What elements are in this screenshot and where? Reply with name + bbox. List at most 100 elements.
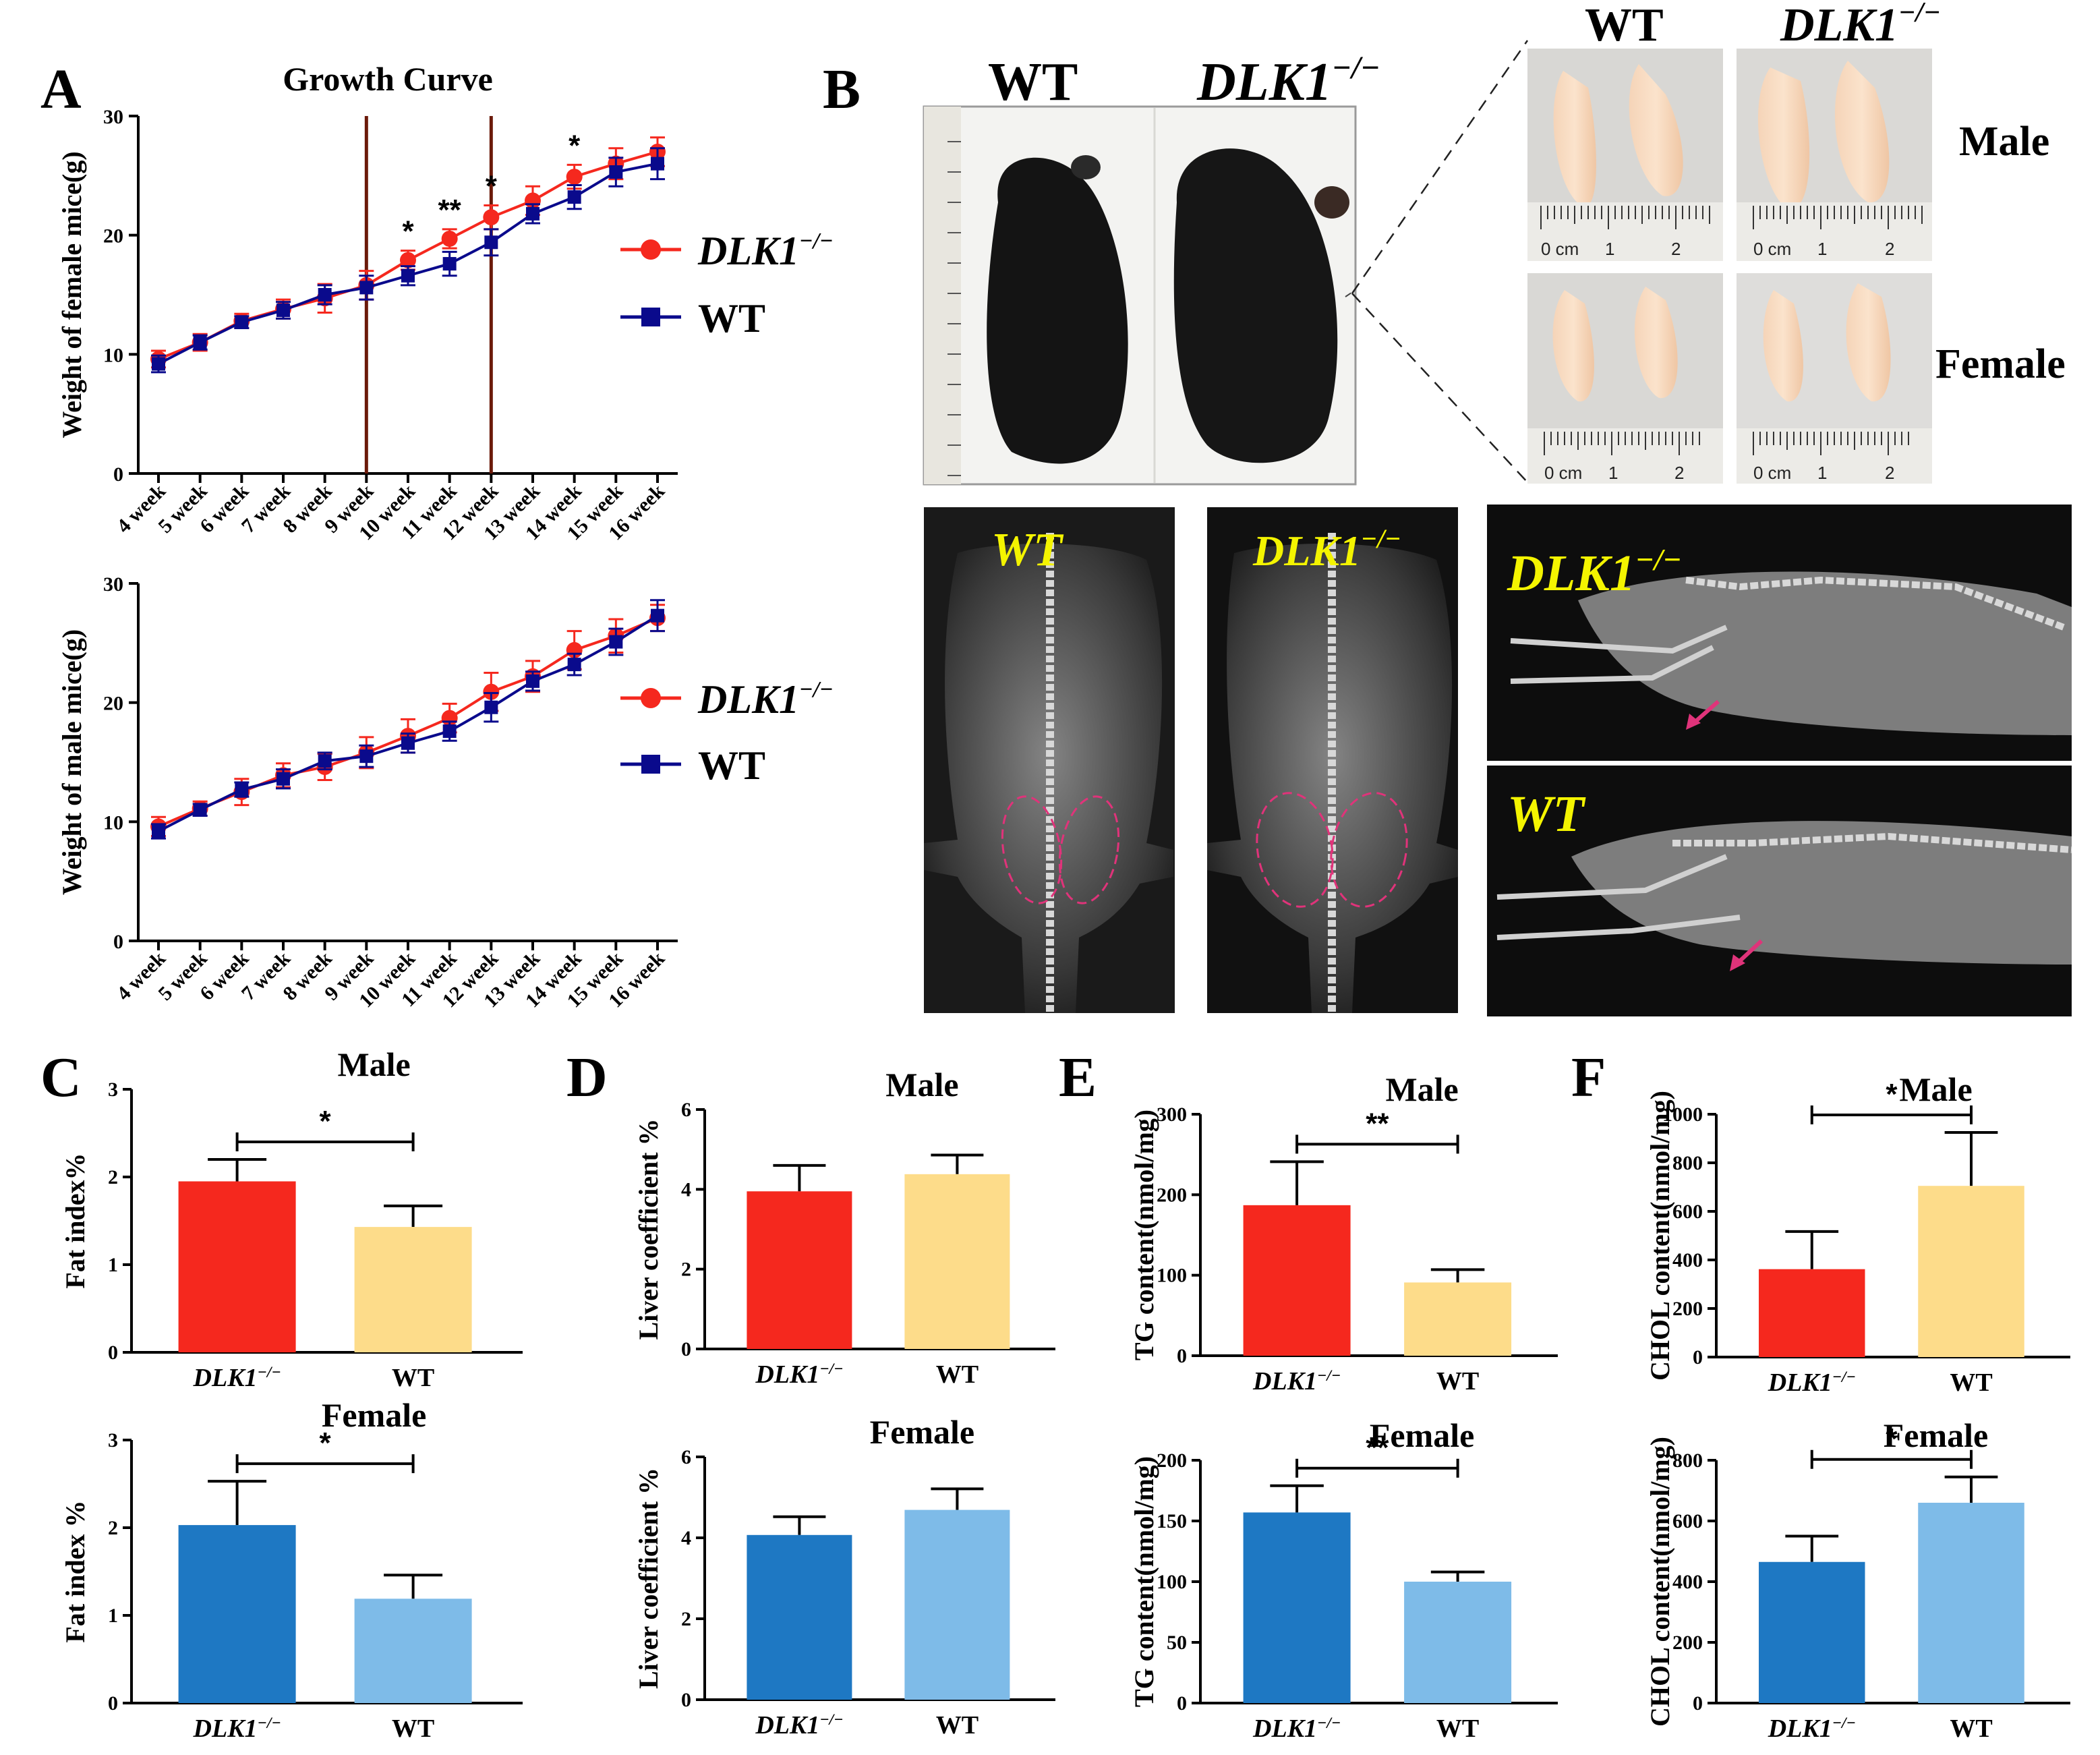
data-point (526, 206, 539, 221)
category-label: WT (392, 1364, 434, 1392)
y-tick-label: 20 (103, 225, 123, 248)
mouse-photo-panel: WT DLK1−/− (923, 40, 1529, 486)
fat-row-male: Male (1959, 119, 2049, 165)
svg-text:2: 2 (1671, 239, 1681, 259)
data-point (442, 257, 457, 271)
y-tick-label: 100 (1157, 1265, 1187, 1287)
bar (1243, 1205, 1351, 1356)
y-tick-label: 1 (108, 1254, 118, 1276)
data-point (193, 803, 207, 817)
panel-letter-e: E (1059, 1046, 1097, 1109)
data-point (442, 724, 457, 739)
y-tick-label: 0 (1177, 1692, 1187, 1715)
svg-text:DLK1−/−: DLK1−/− (1252, 523, 1401, 575)
callout-line-join (1345, 289, 1356, 297)
y-tick-label: 2 (108, 1517, 118, 1539)
data-point (401, 736, 415, 750)
bar (747, 1191, 852, 1349)
legend-male: DLK1−/− WT (620, 677, 834, 788)
panel-letter-c: C (40, 1046, 82, 1109)
data-point (152, 357, 165, 371)
data-point (566, 169, 583, 185)
bar-chart-d-female: Female 0 2 4 6 Liver coefficient % DLK1−/− WT (633, 1413, 1055, 1739)
bar (1243, 1512, 1351, 1703)
category-label: DLK1−/− (1768, 1715, 1856, 1743)
panel-letter-b: B (823, 58, 861, 121)
chart-title: Male (337, 1045, 410, 1083)
data-point (276, 772, 290, 786)
data-point (359, 749, 374, 764)
y-tick-label: 400 (1672, 1571, 1703, 1593)
svg-text:WT: WT (1507, 786, 1586, 842)
svg-text:1: 1 (1605, 239, 1614, 259)
bar-chart-c-female: Female 0 1 2 3 Fat index % DLK1−/− WT * (60, 1396, 523, 1743)
panel-letter-f: F (1571, 1046, 1606, 1109)
data-point (526, 674, 539, 688)
callout-line-bottom (1351, 293, 1528, 483)
panel-letter-a: A (40, 58, 82, 121)
y-tick-label: 0 (681, 1689, 691, 1711)
y-tick-label: 600 (1672, 1510, 1703, 1532)
category-label: WT (1950, 1369, 1992, 1397)
category-label: DLK1−/− (755, 1711, 843, 1739)
y-tick-label: 0 (681, 1338, 691, 1360)
y-tick-label: 0 (113, 463, 123, 486)
photo-ruler (924, 107, 961, 484)
legend-marker-wt (641, 308, 660, 326)
chart-title: Male (1385, 1070, 1458, 1108)
chart-title: Female (1370, 1416, 1474, 1454)
chart-title: Growth Curve (283, 60, 493, 98)
data-point (483, 683, 500, 700)
fat-photo-wt-male: 0 cm 1 2 (1527, 49, 1723, 261)
fat-photo-wt-female: 0 cm 1 2 (1527, 273, 1723, 484)
photo-ruler-ticks (947, 141, 961, 476)
category-label: WT (392, 1715, 434, 1743)
y-tick-label: 4 (681, 1178, 691, 1201)
legend-label-ko: DLK1−/− (697, 229, 834, 273)
category-label: WT (936, 1360, 979, 1389)
y-axis-label: Weight of female mice(g) (57, 151, 87, 438)
wt-mouse-ear (1071, 155, 1101, 179)
category-label: DLK1−/− (755, 1360, 843, 1389)
svg-text:1: 1 (1817, 239, 1827, 259)
fat-row-female: Female (1935, 341, 2066, 387)
legend-marker-wt-male (641, 755, 660, 774)
y-tick-label: 100 (1157, 1571, 1187, 1593)
significance-mark: * (402, 215, 414, 248)
svg-text:2: 2 (1674, 463, 1684, 483)
y-tick-label: 300 (1157, 1103, 1187, 1126)
chart-title: Female (1884, 1416, 1988, 1454)
y-tick-label: 0 (108, 1342, 118, 1364)
callout-line-top (1351, 40, 1529, 294)
xray-dorsal-wt: WT (924, 507, 1175, 1013)
chart-title: Female (322, 1396, 426, 1434)
significance-mark: * (1886, 1078, 1898, 1111)
bar (354, 1599, 472, 1703)
y-tick-label: 3 (108, 1078, 118, 1101)
y-tick-label: 800 (1672, 1152, 1703, 1174)
y-axis-label: Liver coefficient % (633, 1118, 664, 1340)
fat-pad-panel: WT DLK1−/− Male Female 0 cm 1 2 (1527, 0, 2066, 484)
data-point (152, 824, 165, 838)
y-tick-label: 0 (113, 931, 123, 953)
bar (747, 1534, 852, 1700)
chart-title: Male (1899, 1070, 1972, 1108)
y-tick-label: 0 (108, 1692, 118, 1715)
y-tick-label: 200 (1672, 1298, 1703, 1320)
wt-mouse (987, 157, 1128, 464)
data-point (441, 230, 458, 247)
y-axis-label: CHOL content(nmol/mg) (1645, 1437, 1675, 1727)
significance-mark: * (320, 1427, 332, 1460)
ko-mouse (1173, 148, 1338, 463)
legend-marker-ko (641, 239, 661, 260)
category-label: WT (936, 1711, 979, 1739)
data-point (567, 658, 581, 672)
data-point (359, 281, 374, 295)
data-point (193, 335, 207, 349)
data-point (276, 303, 290, 317)
data-point (318, 288, 332, 301)
y-tick-label: 3 (108, 1429, 118, 1451)
